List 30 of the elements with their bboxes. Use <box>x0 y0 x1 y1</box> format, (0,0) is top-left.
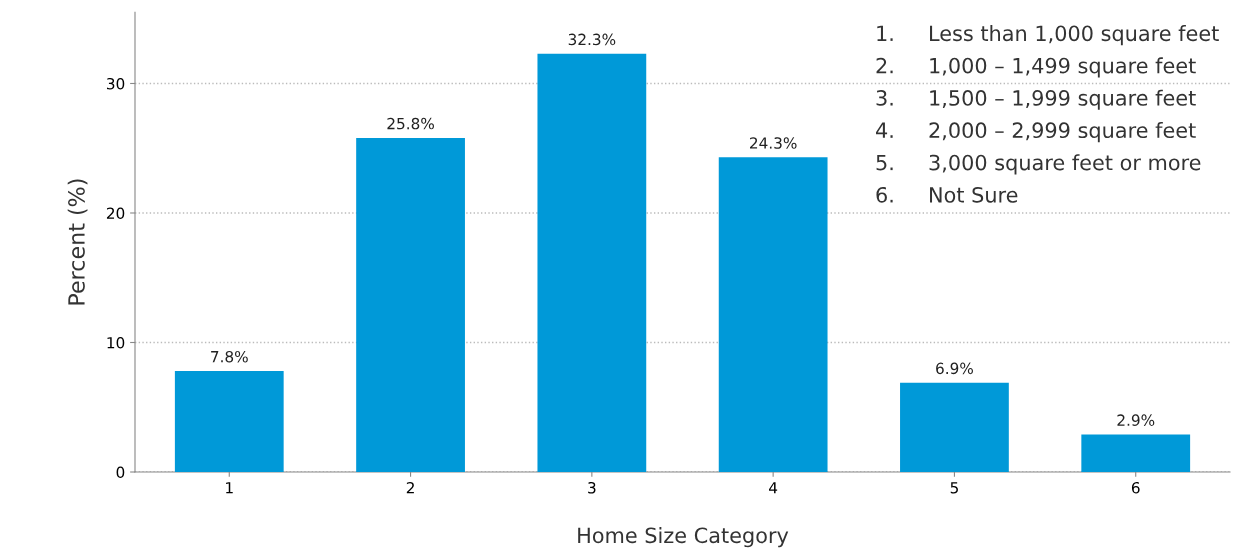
x-tick-label: 5 <box>950 482 958 494</box>
bar <box>537 53 647 472</box>
annotation: 5. 3,000 square feet or more <box>876 154 1201 175</box>
annotation: 1. Less than 1,000 square feet <box>877 25 1219 46</box>
bar <box>900 382 1009 472</box>
y-tick-label: 0 <box>116 466 125 479</box>
data-label: 2.9% <box>1117 414 1155 426</box>
bar <box>356 137 465 472</box>
data-label: 24.3% <box>750 137 797 149</box>
y-axis-title: Percent (%) <box>67 179 88 305</box>
annotation: 3. 1,500 – 1,999 square feet <box>876 89 1196 110</box>
x-axis-title: Home Size Category <box>578 527 789 548</box>
y-tick-label: 30 <box>107 77 125 90</box>
y-tick-label: 10 <box>107 336 125 349</box>
bar <box>1081 434 1191 472</box>
x-tick-label: 3 <box>588 481 596 494</box>
bar <box>718 157 828 472</box>
annotation: 2. 1,000 – 1,499 square feet <box>876 57 1196 78</box>
y-tick-label: 20 <box>106 207 125 220</box>
annotation: 6. Not Sure <box>876 186 1018 203</box>
x-tick-label: 1 <box>226 482 233 494</box>
data-label: 25.8% <box>387 117 434 130</box>
data-label: 32.3% <box>568 33 616 46</box>
bar <box>174 370 284 472</box>
x-tick-label: 4 <box>769 482 778 494</box>
x-tick-label: 6 <box>1131 481 1140 494</box>
x-tick-label: 2 <box>406 481 414 494</box>
data-label: 6.9% <box>936 362 973 375</box>
data-label: 7.8% <box>211 350 248 363</box>
annotation: 4. 2,000 – 2,999 square feet <box>876 121 1196 143</box>
